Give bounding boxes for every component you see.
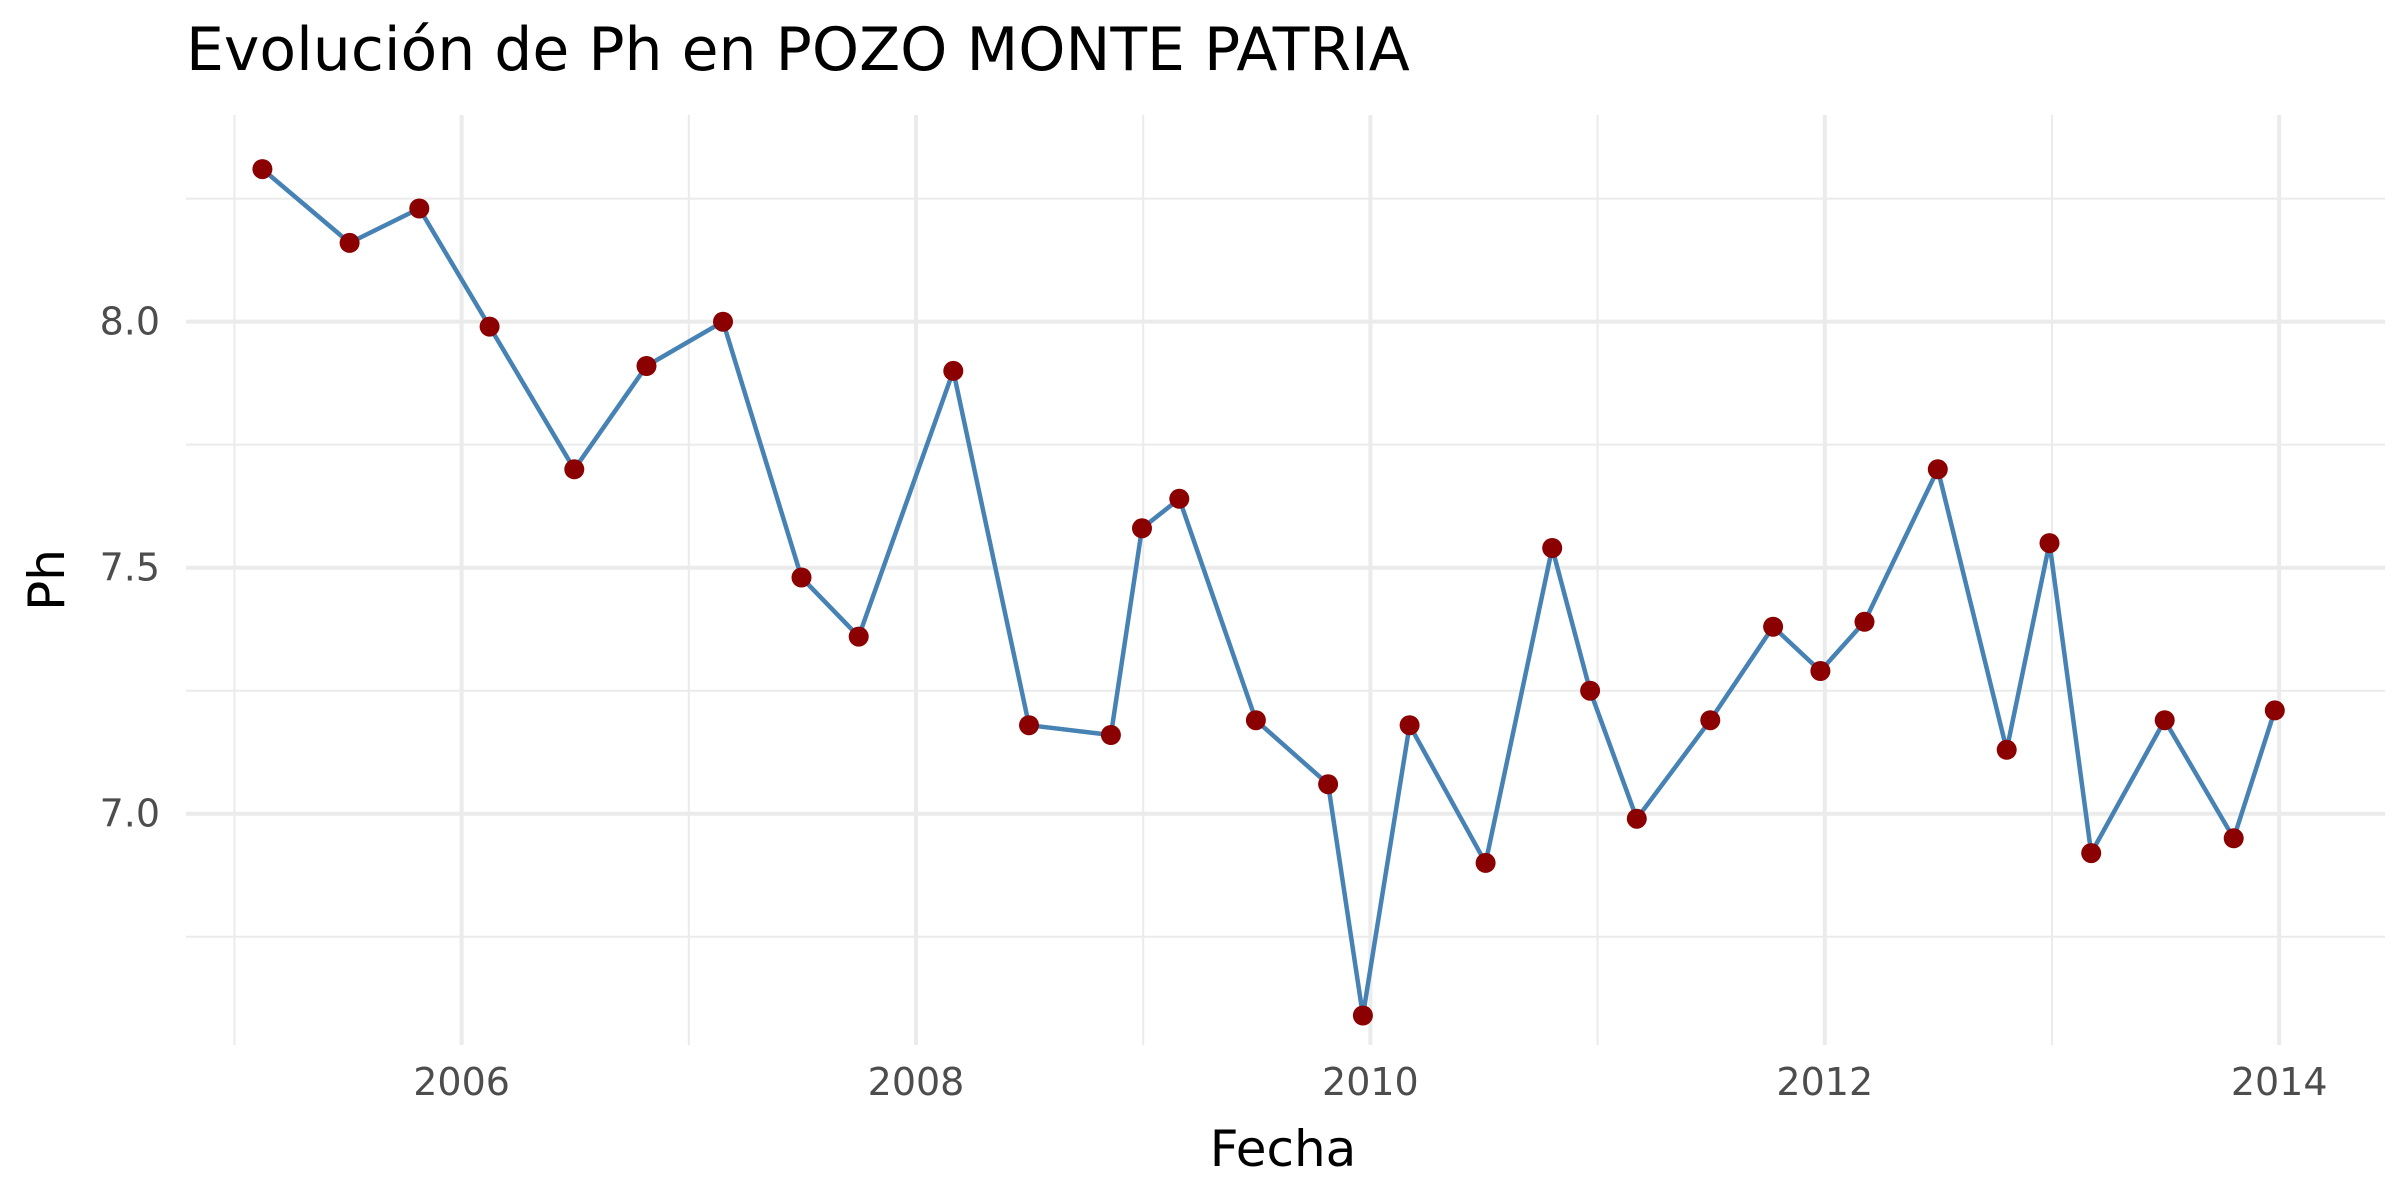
data-point — [1700, 710, 1721, 731]
ph-series-line — [260, 167, 2277, 1018]
data-point — [1352, 1005, 1373, 1026]
data-point — [339, 232, 360, 253]
y-axis-tick-labels: 7.0 7.5 8.0 — [100, 300, 160, 836]
y-tick-label: 7.5 — [100, 546, 160, 590]
x-tick-label: 2012 — [1776, 1060, 1873, 1104]
data-point — [2154, 710, 2175, 731]
chart-title: Evolución de Ph en POZO MONTE PATRIA — [186, 15, 1410, 85]
data-point — [636, 356, 657, 376]
data-point — [943, 360, 964, 381]
data-point — [1100, 725, 1121, 745]
data-point — [1542, 538, 1563, 558]
data-point — [479, 316, 500, 337]
data-point — [1810, 661, 1831, 681]
grid — [186, 115, 2385, 1045]
data-point — [1169, 488, 1190, 509]
data-point — [1475, 852, 1496, 873]
x-axis-title: Fecha — [1210, 1120, 1357, 1178]
data-point — [1132, 518, 1152, 539]
data-point — [791, 567, 812, 588]
y-axis-title: Ph — [18, 549, 76, 611]
data-point — [1399, 715, 1420, 736]
data-point — [2081, 843, 2102, 864]
data-point — [252, 159, 273, 180]
y-tick-label: 7.0 — [100, 792, 160, 836]
x-tick-label: 2014 — [2231, 1060, 2328, 1104]
x-tick-label: 2010 — [1322, 1060, 1419, 1104]
data-point — [713, 311, 733, 332]
x-axis-tick-labels: 2006 2008 2010 2012 2014 — [413, 1060, 2327, 1104]
data-point — [1580, 680, 1601, 701]
data-point — [1318, 774, 1339, 795]
x-tick-label: 2008 — [868, 1060, 965, 1104]
data-point — [1626, 808, 1647, 829]
data-point — [1996, 739, 2017, 760]
data-point — [1019, 715, 1039, 736]
data-point — [564, 459, 585, 480]
data-point — [2039, 533, 2060, 554]
ph-data-points — [252, 159, 2285, 1026]
data-point — [1854, 611, 1875, 632]
data-point — [1927, 459, 1948, 480]
data-point — [848, 626, 869, 647]
data-point — [409, 198, 430, 219]
x-tick-label: 2006 — [413, 1060, 510, 1104]
data-point — [2223, 828, 2244, 849]
data-point — [2264, 700, 2285, 721]
y-tick-label: 8.0 — [100, 300, 160, 344]
data-point — [1245, 710, 1266, 731]
data-point — [1763, 616, 1784, 637]
